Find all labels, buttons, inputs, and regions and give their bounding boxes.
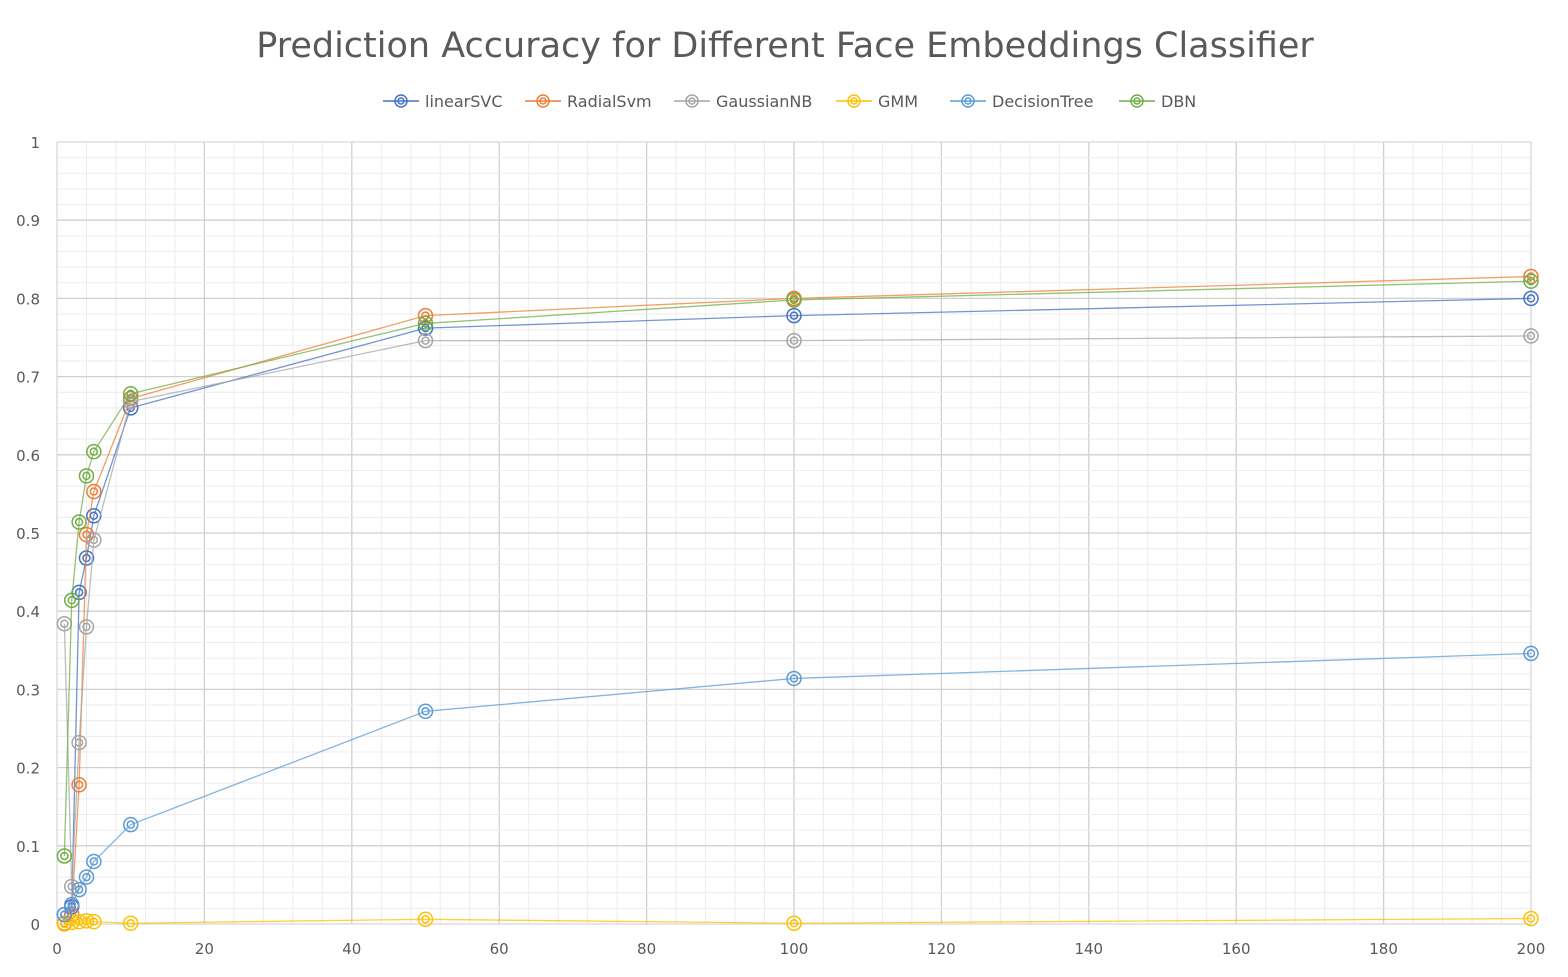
- x-tick-label: 180: [1369, 940, 1398, 958]
- x-tick-label: 60: [490, 940, 509, 958]
- legend-item: RadialSvm: [525, 92, 652, 111]
- x-tick-label: 200: [1517, 940, 1546, 958]
- x-tick-label: 0: [52, 940, 62, 958]
- legend-label: DBN: [1161, 92, 1196, 111]
- data-point: [417, 320, 434, 336]
- legend-label: DecisionTree: [992, 92, 1093, 111]
- y-tick-label: 0.2: [16, 760, 40, 778]
- legend-marker: [536, 94, 550, 108]
- data-point: [78, 619, 95, 635]
- data-point: [86, 532, 102, 548]
- legend-marker: [1130, 94, 1144, 108]
- series-linearSVC: [56, 290, 1539, 923]
- y-tick-label: 0.3: [16, 681, 40, 699]
- data-point: [417, 332, 434, 349]
- x-axis: 0 20 40 60 80 100 120 140 160 180 200: [52, 940, 1545, 958]
- data-point: [786, 332, 802, 349]
- series-RadialSvm: [56, 268, 1539, 931]
- chart-series: [56, 268, 1539, 932]
- data-point: [417, 307, 434, 324]
- legend-marker: [847, 94, 861, 108]
- data-point: [71, 777, 87, 793]
- data-point: [786, 670, 802, 687]
- legend-item: DecisionTree: [950, 92, 1093, 111]
- data-point: [63, 896, 80, 913]
- data-point: [122, 816, 139, 833]
- data-point: [786, 292, 802, 308]
- chart-legend: linearSVC RadialSvm GaussianNB GMM DecisionT…: [383, 92, 1196, 111]
- y-tick-label: 0.6: [16, 447, 40, 465]
- data-point: [86, 443, 102, 460]
- series-line: [63, 652, 1532, 916]
- data-point: [71, 881, 87, 898]
- series-DecisionTree: [56, 645, 1539, 923]
- legend-marker: [685, 94, 699, 108]
- x-tick-label: 100: [780, 940, 809, 958]
- data-point: [56, 848, 73, 864]
- data-point: [1523, 328, 1539, 344]
- data-point: [1523, 273, 1539, 289]
- legend-label: GaussianNB: [716, 92, 812, 111]
- y-tick-label: 0.7: [16, 369, 40, 387]
- data-point: [78, 869, 95, 885]
- y-tick-label: 0.4: [16, 603, 40, 621]
- legend-item: linearSVC: [383, 92, 503, 111]
- data-point: [78, 468, 95, 484]
- legend-label: RadialSvm: [567, 92, 652, 111]
- data-point: [122, 386, 139, 402]
- x-tick-label: 20: [195, 940, 214, 958]
- data-point: [786, 307, 802, 324]
- series-line: [63, 335, 1532, 888]
- data-point: [71, 514, 87, 530]
- data-point: [122, 915, 139, 931]
- series-DBN: [56, 273, 1539, 864]
- data-point: [86, 853, 102, 870]
- legend-item: GMM: [836, 92, 918, 111]
- chart-title: Prediction Accuracy for Different Face E…: [256, 26, 1314, 66]
- x-tick-label: 140: [1074, 940, 1103, 958]
- y-tick-label: 0.8: [16, 290, 40, 308]
- y-tick-label: 0.5: [16, 525, 40, 543]
- data-point: [417, 911, 434, 928]
- data-point: [417, 315, 434, 332]
- series-GMM: [56, 910, 1539, 932]
- x-tick-label: 80: [637, 940, 656, 958]
- legend-marker: [961, 94, 975, 108]
- series-line: [63, 275, 1532, 924]
- data-point: [786, 915, 802, 931]
- data-point: [1523, 268, 1539, 285]
- chart-gridlines: [56, 141, 1532, 925]
- y-axis: 0 0.1 0.2 0.3 0.4 0.5 0.6 0.7 0.8 0.9 1: [16, 134, 40, 934]
- data-point: [86, 483, 102, 500]
- y-tick-label: 0.9: [16, 212, 40, 230]
- x-tick-label: 120: [927, 940, 956, 958]
- data-point: [1523, 645, 1539, 662]
- data-point: [86, 913, 102, 930]
- series-line: [63, 297, 1532, 916]
- data-point: [71, 734, 87, 751]
- series-line: [63, 280, 1532, 856]
- data-point: [56, 906, 73, 923]
- legend-label: linearSVC: [425, 92, 503, 111]
- legend-item: GaussianNB: [674, 92, 812, 111]
- data-point: [417, 703, 434, 720]
- x-tick-label: 40: [342, 940, 361, 958]
- x-tick-label: 160: [1222, 940, 1251, 958]
- y-tick-label: 1: [30, 134, 40, 152]
- legend-marker: [394, 94, 408, 108]
- legend-label: GMM: [878, 92, 918, 111]
- y-tick-label: 0: [30, 916, 40, 934]
- y-tick-label: 0.1: [16, 838, 40, 856]
- plot-area: [56, 141, 1532, 925]
- legend-item: DBN: [1119, 92, 1196, 111]
- data-point: [63, 592, 80, 609]
- data-point: [1523, 290, 1539, 307]
- data-point: [1523, 910, 1539, 927]
